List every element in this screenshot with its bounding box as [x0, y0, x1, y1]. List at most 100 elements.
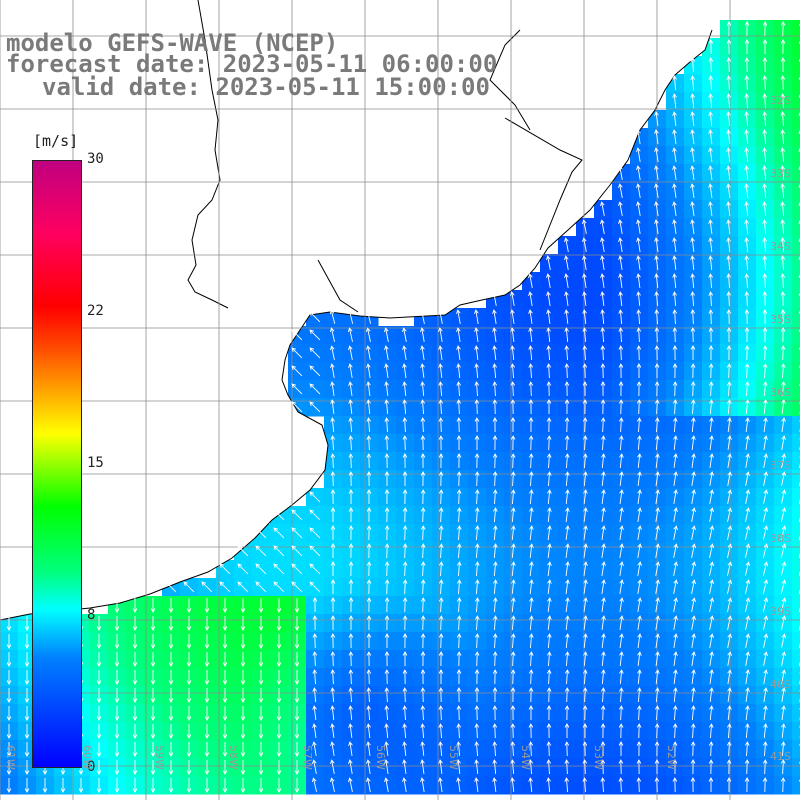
wind-vector-arrow — [673, 633, 678, 648]
wind-vector-arrow — [366, 633, 372, 649]
wind-vector-arrow — [492, 453, 498, 469]
wind-vector-arrow — [258, 634, 264, 649]
wind-vector-arrow — [384, 453, 390, 469]
wind-vector-arrow — [691, 579, 697, 594]
wind-vector-arrow — [475, 543, 480, 559]
wind-vector-arrow — [384, 435, 390, 451]
wind-vector-arrow — [546, 741, 552, 757]
wind-speed-cell — [792, 506, 800, 525]
latitude-label: 32S — [770, 94, 791, 107]
wind-vector-arrow — [726, 93, 732, 109]
wind-vector-arrow — [348, 759, 353, 774]
wind-vector-arrow — [780, 147, 785, 163]
wind-vector-arrow — [402, 489, 408, 505]
wind-vector-arrow — [258, 706, 264, 721]
wind-vector-arrow — [690, 741, 696, 757]
wind-vector-arrow — [708, 345, 714, 361]
wind-vector-arrow — [6, 616, 12, 631]
wind-vector-arrow — [366, 561, 372, 577]
wind-vector-arrow — [348, 687, 354, 703]
wind-vector-arrow — [655, 615, 660, 630]
wind-vector-arrow — [763, 705, 768, 721]
wind-vector-arrow — [402, 381, 407, 397]
wind-vector-arrow — [474, 399, 480, 415]
wind-speed-cell — [792, 488, 800, 507]
wind-vector-arrow — [456, 651, 462, 667]
wind-vector-arrow — [727, 633, 732, 648]
wind-vector-arrow — [618, 309, 623, 325]
wind-vector-arrow — [726, 759, 732, 775]
wind-vector-arrow — [637, 453, 642, 469]
wind-vector-arrow — [168, 778, 174, 793]
wind-vector-arrow — [204, 760, 210, 775]
wind-vector-arrow — [546, 309, 551, 324]
wind-speed-cell — [792, 578, 800, 597]
wind-vector-arrow — [636, 147, 641, 162]
wind-vector-arrow — [114, 670, 120, 685]
wind-vector-arrow — [672, 147, 677, 162]
wind-vector-arrow — [420, 399, 426, 415]
wind-vector-arrow — [150, 634, 156, 649]
wind-speed-cell — [792, 740, 800, 759]
wind-vector-arrow — [474, 705, 480, 721]
wind-vector-arrow — [474, 687, 480, 703]
wind-vector-arrow — [528, 273, 533, 288]
wind-vector-arrow — [204, 616, 210, 631]
wind-vector-arrow — [708, 75, 714, 91]
wind-vector-arrow — [690, 183, 695, 198]
wind-vector-arrow — [619, 579, 624, 594]
wind-speed-cell — [792, 434, 800, 453]
wind-vector-arrow — [384, 651, 390, 667]
wind-vector-arrow — [726, 21, 732, 37]
wind-vector-arrow — [582, 327, 587, 343]
latitude-label: 33S — [770, 167, 791, 180]
wind-vector-arrow — [492, 363, 497, 379]
wind-vector-arrow — [583, 615, 588, 631]
wind-vector-arrow — [600, 363, 606, 379]
wind-vector-arrow — [673, 435, 678, 451]
wind-vector-arrow — [762, 525, 769, 540]
wind-vector-arrow — [744, 309, 750, 325]
wind-vector-arrow — [600, 705, 606, 721]
wind-vector-arrow — [618, 759, 624, 775]
wind-vector-arrow — [456, 507, 462, 523]
wind-vector-arrow — [438, 723, 444, 739]
wind-vector-arrow — [618, 399, 624, 415]
wind-vector-arrow — [672, 345, 678, 361]
wind-vector-arrow — [601, 453, 606, 469]
wind-vector-arrow — [366, 543, 372, 559]
wind-vector-arrow — [781, 687, 786, 702]
wind-vector-arrow — [565, 579, 570, 594]
wind-vector-arrow — [204, 598, 210, 613]
wind-vector-arrow — [619, 471, 624, 487]
wind-vector-arrow — [291, 383, 303, 395]
wind-vector-arrow — [762, 147, 767, 163]
wind-vector-arrow — [636, 417, 642, 433]
wind-vector-arrow — [672, 93, 677, 109]
wind-vector-arrow — [528, 651, 534, 667]
wind-vector-arrow — [474, 435, 480, 451]
wind-vector-arrow — [402, 435, 408, 451]
wind-vector-arrow — [672, 201, 677, 216]
wind-vector-arrow — [564, 741, 570, 757]
wind-vector-arrow — [132, 652, 138, 667]
wind-vector-arrow — [222, 688, 228, 703]
wind-vector-arrow — [222, 598, 228, 613]
wind-vector-arrow — [564, 273, 569, 288]
wind-vector-arrow — [654, 759, 660, 775]
wind-vector-arrow — [546, 327, 551, 343]
wind-vector-arrow — [348, 471, 354, 487]
wind-vector-arrow — [655, 543, 660, 558]
wind-vector-arrow — [438, 651, 444, 667]
wind-vector-arrow — [691, 615, 696, 630]
wind-vector-arrow — [402, 579, 408, 595]
wind-vector-arrow — [384, 381, 389, 397]
wind-vector-arrow — [781, 435, 786, 450]
wind-vector-arrow — [691, 597, 696, 612]
wind-vector-arrow — [186, 616, 192, 631]
wind-vector-arrow — [222, 670, 228, 685]
wind-vector-arrow — [744, 219, 749, 235]
wind-vector-arrow — [511, 507, 516, 523]
wind-vector-arrow — [384, 597, 390, 613]
wind-vector-arrow — [528, 777, 533, 793]
